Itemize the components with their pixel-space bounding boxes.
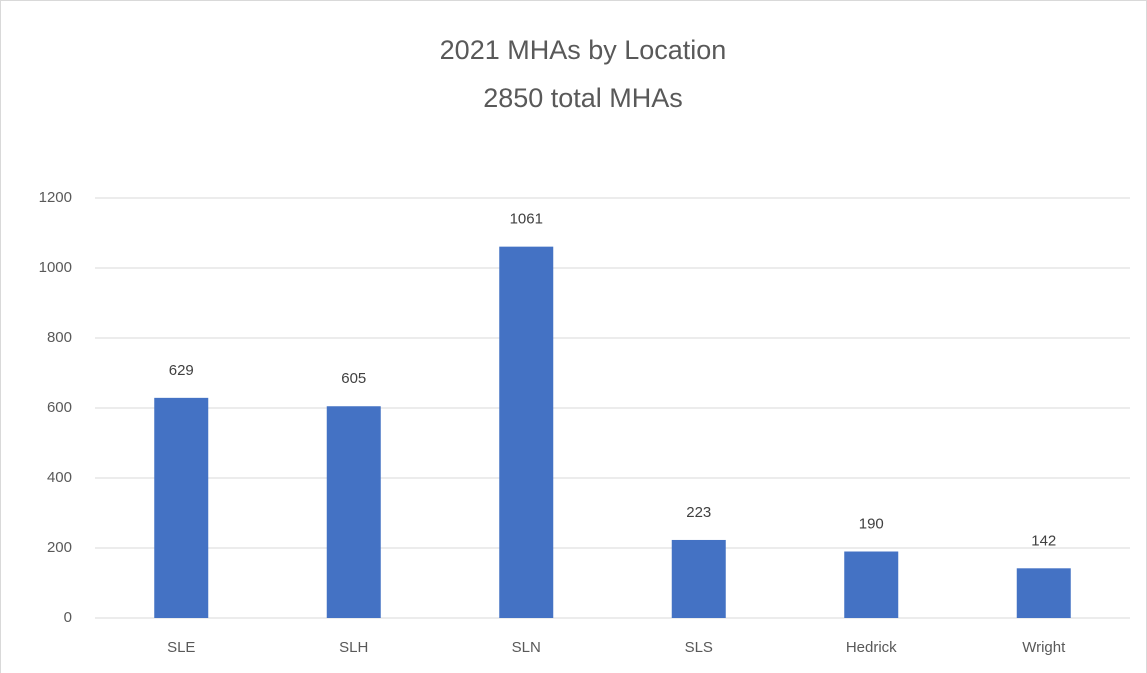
data-label: 1061 bbox=[510, 211, 543, 228]
data-label: 223 bbox=[686, 504, 711, 521]
x-tick-label: Hedrick bbox=[846, 639, 897, 656]
data-label: 605 bbox=[341, 370, 366, 387]
x-tick-label: Wright bbox=[1022, 639, 1066, 656]
y-tick-label: 1000 bbox=[39, 259, 72, 276]
y-tick-label: 0 bbox=[64, 609, 72, 626]
bar bbox=[844, 551, 899, 618]
data-label: 629 bbox=[169, 362, 194, 379]
data-label: 190 bbox=[859, 515, 884, 532]
bar bbox=[154, 397, 209, 618]
bar bbox=[671, 539, 726, 618]
y-tick-label: 600 bbox=[47, 399, 72, 416]
bar bbox=[326, 406, 381, 618]
bar bbox=[1016, 568, 1071, 618]
x-tick-label: SLN bbox=[512, 639, 541, 656]
chart-title: 2021 MHAs by Location bbox=[440, 35, 727, 65]
y-tick-label: 800 bbox=[47, 329, 72, 346]
y-tick-label: 200 bbox=[47, 539, 72, 556]
y-tick-label: 400 bbox=[47, 469, 72, 486]
x-tick-label: SLE bbox=[167, 639, 195, 656]
x-tick-label: SLH bbox=[339, 639, 368, 656]
bar bbox=[499, 246, 554, 618]
x-tick-label: SLS bbox=[685, 639, 713, 656]
chart-subtitle: 2850 total MHAs bbox=[483, 83, 683, 113]
data-label: 142 bbox=[1031, 532, 1056, 549]
y-tick-label: 1200 bbox=[39, 189, 72, 206]
